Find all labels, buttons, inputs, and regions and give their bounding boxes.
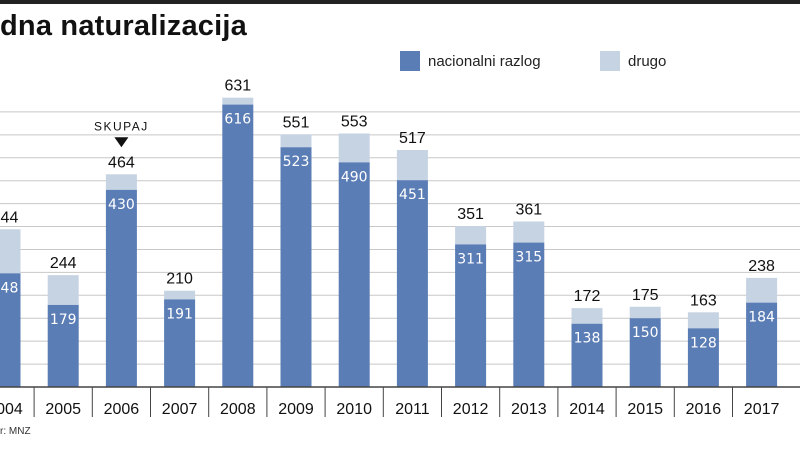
bar-value-label: 311 (457, 251, 484, 267)
bar-segment-nacionalni-razlog (629, 318, 661, 387)
legend-label-drugo: drugo (628, 52, 667, 70)
bar-value-label: 430 (108, 197, 135, 213)
x-tick-label: 2011 (395, 401, 430, 418)
x-tick-label: 2017 (744, 401, 780, 418)
bar-segment-drugo (280, 134, 312, 148)
legend-item-nacionalni-razlog: nacionalni razlog (400, 49, 541, 73)
legend-item-drugo: drugo (600, 49, 666, 73)
bar-segment-nacionalni-razlog (164, 299, 196, 387)
bar-segment-drugo (164, 290, 196, 300)
bar-total-label: 344 (0, 209, 18, 226)
bar-segment-drugo (455, 226, 487, 245)
x-tick-label: 2016 (686, 401, 722, 418)
bar-value-label: 138 (574, 331, 601, 347)
bar-value-label: 616 (224, 112, 251, 128)
x-tick-label: 2007 (162, 401, 198, 418)
x-tick-label: 2012 (453, 401, 489, 418)
x-tick-label: 2004 (0, 401, 23, 418)
bar-total-label: 244 (50, 255, 77, 272)
annotation-arrow (114, 137, 129, 148)
bar-value-label: 191 (166, 306, 193, 322)
bar-segment-drugo (0, 229, 21, 274)
bar-segment-nacionalni-razlog (687, 328, 719, 387)
bar-segment-nacionalni-razlog (513, 242, 545, 387)
x-tick-label: 2015 (627, 401, 663, 418)
bar-segment-nacionalni-razlog (746, 302, 778, 387)
bar-segment-drugo (338, 133, 370, 163)
bar-segment-nacionalni-razlog (0, 273, 21, 387)
legend-swatch-drugo (600, 51, 620, 71)
bar-total-label: 210 (166, 271, 193, 288)
x-tick-label: 2014 (569, 401, 605, 418)
bar-total-label: 464 (108, 154, 135, 171)
bar-value-label: 184 (748, 310, 775, 326)
bar-segment-nacionalni-razlog (396, 180, 428, 387)
x-tick-label: 2010 (336, 401, 372, 418)
bar-segment-nacionalni-razlog (571, 323, 603, 387)
x-tick-label: 2013 (511, 401, 547, 418)
bar-total-label: 351 (457, 206, 484, 223)
bar-value-label: 179 (50, 312, 77, 328)
legend-label-nacionalni-razlog: nacionalni razlog (428, 52, 541, 70)
bar-total-label: 238 (748, 258, 775, 275)
bar-segment-nacionalni-razlog (338, 162, 370, 387)
bar-value-label: 490 (341, 169, 368, 185)
bar-total-label: 553 (341, 113, 368, 130)
annotation-label: SKUPAJ (94, 119, 149, 133)
bar-segment-drugo (222, 97, 254, 105)
bar-total-label: 631 (224, 78, 251, 95)
bar-value-label: 248 (0, 280, 18, 296)
bar-segment-drugo (47, 275, 79, 305)
x-tick-label: 2009 (278, 401, 314, 418)
bar-total-label: 551 (283, 114, 310, 131)
bar-value-label: 523 (283, 154, 310, 170)
legend-swatch-nacionalni-razlog (400, 51, 420, 71)
x-tick-label: 2005 (45, 401, 81, 418)
bar-total-label: 175 (632, 287, 659, 304)
bar-value-label: 451 (399, 187, 426, 203)
bar-segment-drugo (105, 174, 137, 190)
bar-segment-nacionalni-razlog (280, 147, 312, 387)
bar-total-label: 517 (399, 130, 426, 147)
bar-segment-drugo (571, 308, 603, 324)
x-tick-label: 2006 (104, 401, 140, 418)
bar-segment-nacionalni-razlog (47, 304, 79, 387)
bar-segment-drugo (513, 221, 545, 243)
bar-segment-drugo (746, 277, 778, 303)
x-tick-label: 2008 (220, 401, 256, 418)
bar-total-label: 163 (690, 292, 717, 309)
bar-segment-drugo (629, 306, 661, 319)
bar-total-label: 172 (574, 288, 601, 305)
bar-value-label: 128 (690, 335, 717, 351)
bar-segment-nacionalni-razlog (105, 189, 137, 387)
bar-segment-nacionalni-razlog (455, 244, 487, 387)
bar-total-label: 361 (515, 201, 542, 218)
source-note: r: MNZ (0, 426, 31, 437)
chart-title: dna naturalizacija (0, 10, 247, 42)
bar-value-label: 315 (515, 250, 542, 266)
top-rule (0, 0, 800, 4)
bar-value-label: 150 (632, 325, 659, 341)
bar-segment-drugo (687, 312, 719, 329)
bar-segment-nacionalni-razlog (222, 104, 254, 387)
bar-segment-drugo (396, 149, 428, 181)
